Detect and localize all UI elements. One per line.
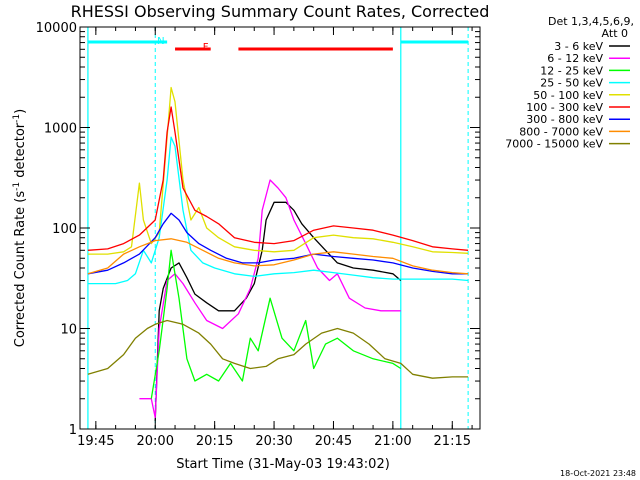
legend-header-line-1: Det 1,3,4,5,6,9, xyxy=(548,15,634,28)
y-tick-label-1: 10 xyxy=(60,323,77,338)
legend-label-2: 12 - 25 keV xyxy=(540,64,603,77)
series-line-4 xyxy=(87,86,469,255)
y-axis-label: Corrected Count Rate (s-1 detector-1) xyxy=(12,109,28,347)
series-line-7 xyxy=(87,238,469,275)
x-axis-label: Start Time (31-May-03 19:43:02) xyxy=(176,457,390,472)
status-flags: NF xyxy=(87,36,469,53)
vertical-markers xyxy=(87,27,469,429)
x-axis-ticks: 19:45 20:00 20:15 20:30 20:45 21:00 21:15 xyxy=(77,27,473,449)
y-tick-label-4: 10000 xyxy=(36,21,77,36)
x-tick-label-6: 21:15 xyxy=(434,434,471,449)
legend-label-6: 300 - 800 keV xyxy=(526,113,603,126)
plot-frame xyxy=(79,26,481,430)
legend-label-7: 800 - 7000 keV xyxy=(519,125,603,138)
flag-label-F: F xyxy=(203,42,209,53)
plot-area: NF 19:45 20:00 20:15 20:30 20:45 21:00 21:15 1… xyxy=(36,21,481,449)
series-line-2 xyxy=(150,249,402,399)
x-tick-label-3: 20:30 xyxy=(255,434,292,449)
y-axis-ticks: 1 10 100 1000 10000 xyxy=(36,21,480,438)
x-tick-label-1: 20:00 xyxy=(137,434,174,449)
chart-title: RHESSI Observing Summary Count Rates, Co… xyxy=(71,2,490,21)
y-tick-label-2: 100 xyxy=(52,222,77,237)
legend-label-3: 25 - 50 keV xyxy=(540,77,603,90)
x-tick-label-0: 19:45 xyxy=(77,434,114,449)
footer-timestamp: 18-Oct-2021 23:48 xyxy=(560,469,636,478)
series-line-0 xyxy=(154,201,402,422)
series-line-6 xyxy=(87,212,469,275)
series-line-5 xyxy=(87,106,469,251)
series-lines xyxy=(87,86,469,422)
legend-label-1: 6 - 12 keV xyxy=(547,52,603,65)
x-tick-label-5: 21:00 xyxy=(374,434,411,449)
y-tick-label-3: 1000 xyxy=(44,122,77,137)
legend-label-8: 7000 - 15000 keV xyxy=(505,138,603,151)
legend-label-4: 50 - 100 keV xyxy=(533,89,603,102)
legend-header-line-2: Att 0 xyxy=(602,27,628,40)
series-line-3 xyxy=(87,136,469,285)
x-tick-label-2: 20:15 xyxy=(196,434,233,449)
legend-label-0: 3 - 6 keV xyxy=(554,40,603,53)
flag-label-N: N xyxy=(157,36,164,47)
series-line-8 xyxy=(87,319,469,379)
x-tick-label-4: 20:45 xyxy=(315,434,352,449)
legend-label-5: 100 - 300 keV xyxy=(526,101,603,114)
y-tick-label-0: 1 xyxy=(69,423,77,438)
